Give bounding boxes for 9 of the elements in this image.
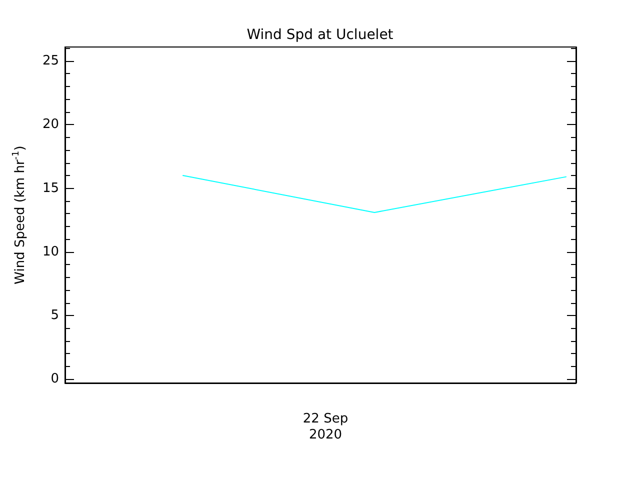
text: 22 Sep 2020 bbox=[302, 412, 348, 442]
y-tick-label: 5 bbox=[50, 308, 59, 324]
y-tick-label: 25 bbox=[42, 54, 59, 68]
y-tick-label: 0 bbox=[50, 372, 59, 387]
y-axis-title: Wind Speed (km hr-1) bbox=[12, 146, 28, 284]
y-tick-label: 15 bbox=[42, 180, 59, 196]
chart-title: Wind Spd at Ucluelet bbox=[246, 27, 394, 43]
y-tick-label: 10 bbox=[42, 244, 59, 260]
y-tick-label: 20 bbox=[42, 117, 59, 132]
